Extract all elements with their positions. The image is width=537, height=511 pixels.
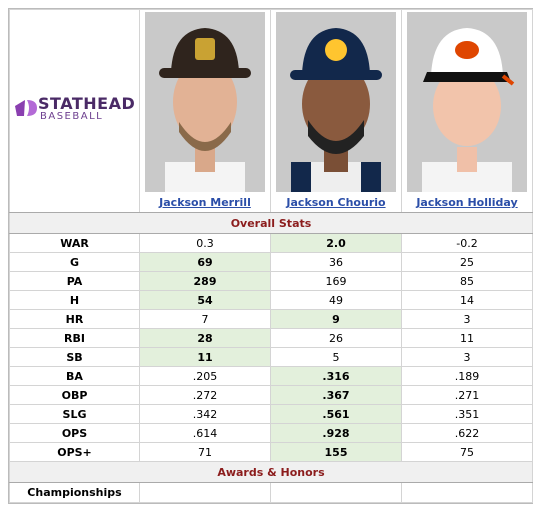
stat-value: 0.3 (139, 233, 271, 253)
stat-value: -0.2 (401, 233, 533, 253)
player-photo (276, 12, 396, 192)
section-row: Awards & Honors (9, 461, 533, 483)
stat-row: WAR 0.3 2.0 -0.2 (9, 233, 533, 253)
stat-value: 71 (139, 442, 271, 462)
stat-value: 54 (139, 290, 271, 310)
stat-value: .342 (139, 404, 271, 424)
stat-value: 69 (139, 252, 271, 272)
logo-cell: STATHEAD BASEBALL (9, 9, 140, 213)
stat-value: .928 (270, 423, 402, 443)
stat-value: 11 (401, 328, 533, 348)
stats-table: STATHEAD BASEBALL Jackson Merrill Jackso… (9, 9, 533, 503)
stat-label: H (9, 290, 140, 310)
award-value (401, 482, 533, 503)
stat-value: .561 (270, 404, 402, 424)
stat-value: .622 (401, 423, 533, 443)
section-title: Awards & Honors (9, 461, 533, 483)
stat-label: OPS (9, 423, 140, 443)
section-title: Overall Stats (9, 212, 533, 234)
header-row: STATHEAD BASEBALL Jackson Merrill Jackso… (9, 9, 533, 213)
stat-row: HR 7 9 3 (9, 309, 533, 329)
stat-value: 169 (270, 271, 402, 291)
logo: STATHEAD BASEBALL (10, 94, 139, 124)
stat-label: BA (9, 366, 140, 386)
stat-label: WAR (9, 233, 140, 253)
stat-label: HR (9, 309, 140, 329)
stat-value: 9 (270, 309, 402, 329)
stat-value: 289 (139, 271, 271, 291)
comparison-panel: STATHEAD BASEBALL Jackson Merrill Jackso… (8, 8, 533, 504)
stat-row: SB 11 5 3 (9, 347, 533, 367)
stat-value: 28 (139, 328, 271, 348)
player-photo (145, 12, 265, 192)
stat-row: SLG .342.561.351 (9, 404, 533, 424)
logo-top: STATHEAD (38, 94, 136, 113)
stat-label: SB (9, 347, 140, 367)
table-body: STATHEAD BASEBALL Jackson Merrill Jackso… (9, 9, 533, 503)
player-link[interactable]: Jackson Chourio (286, 196, 386, 209)
stat-row: OPS+ 71 155 75 (9, 442, 533, 462)
player-cell: Jackson Merrill (139, 9, 271, 213)
stat-value: .189 (401, 366, 533, 386)
stat-label: RBI (9, 328, 140, 348)
stat-value: 85 (401, 271, 533, 291)
stat-value: 155 (270, 442, 402, 462)
stat-value: 26 (270, 328, 402, 348)
stat-row: OPS .614.928.622 (9, 423, 533, 443)
stat-row: H 54 49 14 (9, 290, 533, 310)
stat-value: 49 (270, 290, 402, 310)
stat-value: 75 (401, 442, 533, 462)
stat-value: 3 (401, 309, 533, 329)
stat-value: 11 (139, 347, 271, 367)
stat-value: .272 (139, 385, 271, 405)
award-value (139, 482, 271, 503)
award-row: Championships (9, 482, 533, 503)
stat-label: G (9, 252, 140, 272)
logo-bottom: BASEBALL (40, 111, 104, 122)
stat-row: PA 289 169 85 (9, 271, 533, 291)
stat-label: OPS+ (9, 442, 140, 462)
logo-icon (15, 100, 37, 116)
stat-value: .205 (139, 366, 271, 386)
stat-label: SLG (9, 404, 140, 424)
stat-row: G 69 36 25 (9, 252, 533, 272)
player-link[interactable]: Jackson Merrill (159, 196, 251, 209)
stat-row: RBI 28 26 11 (9, 328, 533, 348)
stat-value: 25 (401, 252, 533, 272)
player-cell: Jackson Chourio (270, 9, 402, 213)
stat-value: .316 (270, 366, 402, 386)
player-photo (407, 12, 527, 192)
stat-value: .351 (401, 404, 533, 424)
stat-row: BA .205.316.189 (9, 366, 533, 386)
stat-label: OBP (9, 385, 140, 405)
player-link[interactable]: Jackson Holliday (416, 196, 518, 209)
player-cell: Jackson Holliday (401, 9, 533, 213)
stat-label: PA (9, 271, 140, 291)
stat-value: .614 (139, 423, 271, 443)
section-row: Overall Stats (9, 212, 533, 234)
stat-value: 5 (270, 347, 402, 367)
stat-value: 36 (270, 252, 402, 272)
stat-value: 2.0 (270, 233, 402, 253)
award-label: Championships (9, 482, 140, 503)
award-value (270, 482, 402, 503)
stat-value: 14 (401, 290, 533, 310)
stat-value: 7 (139, 309, 271, 329)
stat-value: .271 (401, 385, 533, 405)
stat-value: 3 (401, 347, 533, 367)
stat-value: .367 (270, 385, 402, 405)
stat-row: OBP .272.367.271 (9, 385, 533, 405)
